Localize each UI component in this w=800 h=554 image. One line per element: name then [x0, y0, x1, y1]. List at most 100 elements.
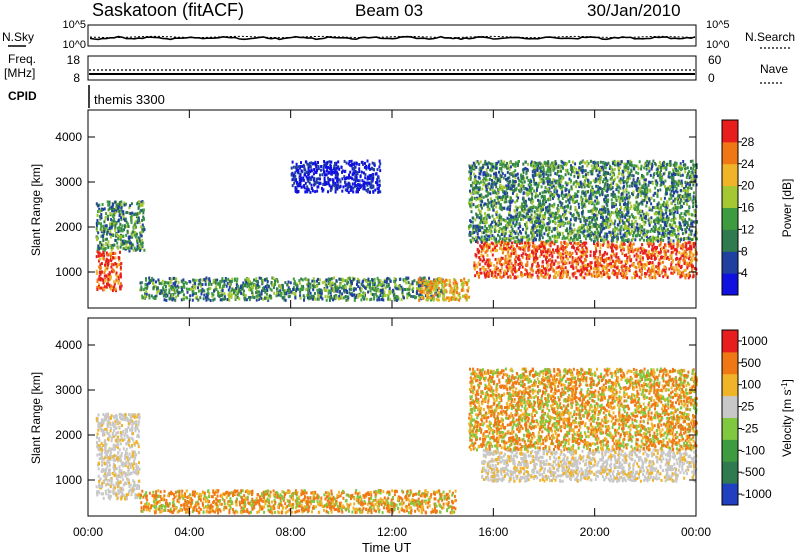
data-cell — [488, 226, 491, 230]
data-cell — [119, 236, 122, 239]
data-cell — [543, 202, 546, 206]
data-cell — [578, 258, 581, 261]
data-cell — [443, 280, 446, 284]
data-cell — [629, 241, 632, 245]
data-cell — [445, 283, 448, 286]
data-cell — [480, 206, 483, 210]
data-cell — [500, 256, 503, 260]
data-cell — [637, 177, 639, 181]
data-cell — [329, 281, 332, 284]
data-cell — [121, 229, 124, 233]
data-cell — [640, 276, 643, 280]
data-cell — [519, 260, 522, 264]
data-cell — [477, 261, 480, 265]
data-cell — [517, 246, 520, 249]
data-cell — [275, 294, 278, 298]
data-cell — [605, 202, 608, 206]
data-cell — [102, 281, 105, 285]
data-cell — [498, 167, 501, 171]
data-cell — [453, 294, 456, 298]
data-cell — [685, 176, 688, 179]
data-cell — [648, 255, 651, 259]
data-cell — [174, 298, 177, 302]
data-cell — [432, 288, 435, 292]
data-cell — [575, 276, 578, 280]
data-cell — [693, 257, 696, 261]
data-cell — [112, 263, 115, 267]
data-cell — [138, 236, 141, 240]
data-cell — [495, 265, 498, 269]
data-cell — [539, 202, 542, 205]
data-cell — [98, 257, 101, 261]
data-cell — [421, 279, 424, 283]
data-cell — [404, 279, 406, 283]
data-cell — [420, 296, 423, 300]
data-cell — [638, 262, 641, 266]
data-cell — [349, 292, 352, 296]
data-cell — [115, 271, 118, 275]
data-cell — [135, 248, 138, 252]
data-cell — [142, 296, 144, 300]
data-cell — [296, 284, 299, 288]
data-cell — [676, 201, 679, 205]
data-cell — [596, 275, 599, 279]
data-cell — [383, 294, 386, 298]
data-cell — [610, 166, 613, 170]
data-cell — [165, 288, 168, 292]
data-cell — [685, 244, 688, 248]
data-cell — [601, 265, 604, 269]
data-cell — [646, 242, 649, 246]
data-cell — [578, 168, 581, 172]
data-cell — [122, 241, 125, 245]
data-cell — [644, 249, 647, 253]
data-cell — [100, 225, 103, 229]
data-cell — [330, 277, 333, 281]
data-cell — [481, 266, 484, 270]
data-cell — [520, 253, 523, 257]
data-cell — [102, 227, 105, 231]
data-cell — [668, 267, 671, 271]
data-cell — [104, 237, 107, 241]
data-cell — [531, 220, 534, 224]
data-cell — [134, 235, 137, 239]
data-cell — [560, 191, 563, 195]
data-cell — [285, 291, 288, 295]
data-cell — [133, 231, 136, 234]
data-cell — [679, 246, 682, 250]
data-cell — [605, 257, 608, 261]
data-cell — [253, 296, 256, 300]
data-cell — [548, 258, 551, 262]
data-cell — [599, 271, 602, 275]
data-cell — [528, 206, 531, 210]
data-cell — [293, 281, 296, 285]
data-cell — [612, 211, 615, 215]
data-cell — [137, 216, 140, 220]
data-cell — [296, 282, 299, 286]
data-cell — [656, 174, 659, 178]
data-cell — [483, 243, 485, 247]
data-cell — [132, 224, 135, 228]
data-cell — [334, 282, 337, 286]
data-cell — [107, 273, 110, 277]
data-cell — [270, 281, 273, 284]
data-cell — [598, 234, 601, 238]
data-cell — [622, 239, 625, 243]
data-cell — [303, 298, 305, 302]
data-cell — [199, 278, 202, 282]
data-cell — [136, 241, 139, 245]
data-cell — [260, 296, 263, 300]
data-cell — [662, 275, 665, 279]
data-cell — [447, 296, 450, 300]
data-cell — [478, 262, 481, 266]
data-cell — [521, 202, 524, 206]
data-cell — [192, 290, 195, 294]
data-cell — [649, 269, 652, 273]
data-cell — [598, 193, 601, 197]
data-cell — [207, 297, 210, 301]
data-cell — [117, 230, 120, 233]
data-cell — [113, 280, 116, 284]
data-cell — [558, 178, 561, 181]
data-cell — [691, 172, 694, 176]
data-cell — [406, 292, 409, 296]
data-cell — [328, 278, 331, 281]
